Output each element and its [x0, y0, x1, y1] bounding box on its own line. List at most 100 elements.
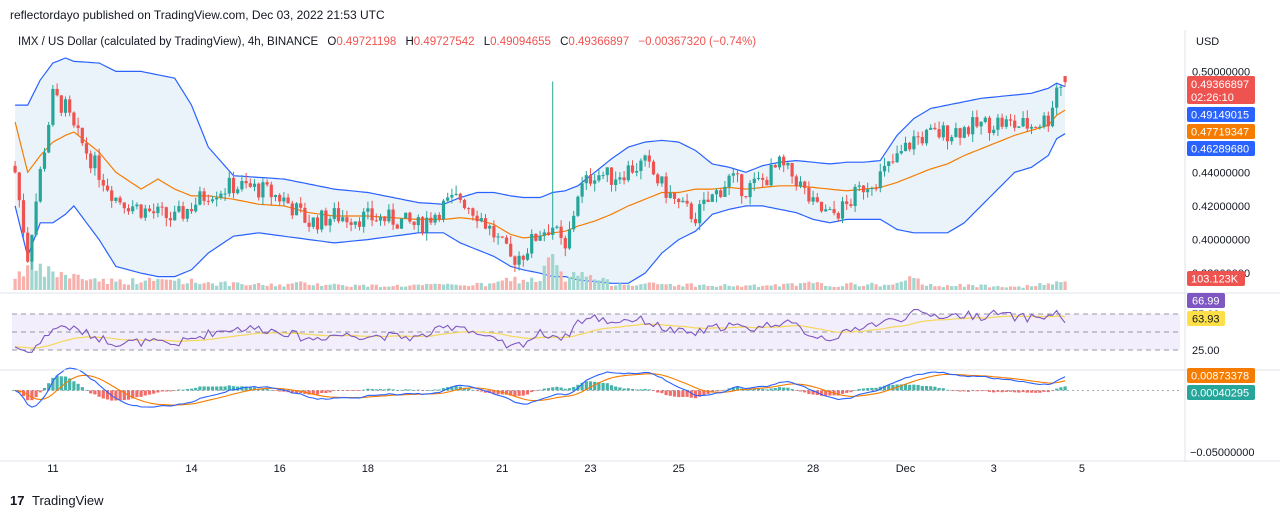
volume-bar	[572, 272, 576, 290]
candle-body	[933, 127, 937, 130]
volume-bar	[252, 284, 257, 290]
candle-body	[530, 234, 534, 254]
macd-hist-bar	[996, 390, 1000, 392]
volume-bar	[257, 283, 261, 290]
volume-bar	[97, 281, 101, 290]
candle-body	[836, 213, 840, 219]
candle-body	[1021, 118, 1025, 127]
macd-hist-bar	[798, 390, 803, 392]
volume-bar	[206, 282, 210, 290]
macd-hist-bar	[735, 386, 740, 391]
macd-hist-bar	[89, 390, 93, 394]
volume-bar	[248, 285, 252, 290]
macd-hist-bar	[748, 389, 752, 391]
candle-body	[567, 229, 572, 249]
macd-hist-bar	[34, 390, 38, 398]
high-value: 0.49727542	[414, 36, 475, 48]
macd-hist-bar	[706, 390, 710, 394]
volume-bar	[110, 278, 114, 290]
candle-body	[870, 188, 874, 190]
candle-body	[143, 208, 147, 218]
macd-hist-bar	[147, 390, 152, 395]
bb-lower-line	[14, 133, 1066, 284]
candle-body	[59, 95, 63, 113]
candle-body	[420, 217, 425, 233]
candle-body	[483, 218, 488, 229]
volume-bar	[685, 283, 689, 290]
macd-hist-bar	[979, 390, 983, 392]
candle-body	[63, 99, 68, 113]
volume-bar	[866, 284, 870, 290]
candle-body	[983, 117, 987, 122]
volume-bar	[307, 284, 311, 290]
volume-bar	[689, 283, 693, 290]
candle-body	[324, 210, 328, 226]
candle-body	[572, 215, 576, 230]
candle-body	[815, 197, 819, 202]
macd-hist-bar	[702, 390, 706, 396]
volume-bar	[857, 286, 861, 290]
volume-bar	[51, 271, 55, 290]
macd-hist-bar	[580, 382, 584, 391]
macd-hist-bar	[983, 390, 987, 391]
volume-bar	[26, 265, 30, 290]
candle-body	[429, 217, 433, 223]
macd-hist-bar	[194, 387, 198, 391]
volume-bar	[391, 286, 395, 290]
candle-body	[454, 193, 458, 195]
volume-bar	[139, 282, 143, 290]
volume-bar	[1017, 286, 1021, 290]
candle-body	[17, 172, 21, 201]
candle-body	[656, 174, 660, 184]
macd-hist-bar	[685, 390, 689, 397]
volume-bar	[328, 284, 332, 290]
volume-bar	[240, 284, 244, 290]
volume-bar	[782, 283, 786, 290]
rsi-pane	[12, 308, 1180, 353]
volume-bar	[924, 285, 929, 290]
volume-bar	[509, 281, 513, 290]
volume-bar	[525, 281, 530, 290]
candle-body	[588, 175, 593, 184]
volume-bar	[420, 285, 425, 290]
volume-bar	[916, 278, 920, 290]
volume-bar	[483, 286, 488, 290]
volume-bar	[425, 283, 429, 290]
time-tick-label: 18	[362, 463, 374, 475]
macd-hist-bar	[320, 390, 324, 393]
candle-body	[282, 197, 286, 202]
volume-bar	[614, 285, 618, 290]
macd-hist-bar	[992, 390, 996, 393]
candle-body	[882, 165, 887, 172]
candle-body	[811, 197, 815, 202]
macd-hist-bar	[362, 389, 366, 391]
volume-bar	[55, 277, 59, 290]
volume-bar	[475, 282, 479, 290]
candle-body	[521, 255, 525, 260]
macd-hist-bar	[773, 388, 777, 391]
macd-hist-bar	[601, 382, 605, 391]
volume-bar	[496, 281, 500, 290]
macd-hist-bar	[567, 388, 572, 391]
candle-body	[765, 180, 769, 186]
candle-body	[89, 153, 93, 169]
volume-bar	[908, 276, 912, 290]
volume-bar	[471, 285, 475, 290]
macd-hist-bar	[219, 386, 223, 391]
candle-body	[437, 214, 441, 220]
volume-bar	[849, 282, 853, 290]
volume-bar	[987, 287, 992, 290]
volume-bar	[370, 284, 374, 290]
candle-body	[194, 204, 198, 212]
candle-body	[215, 197, 219, 200]
volume-bar	[437, 284, 441, 290]
volume-bar	[950, 286, 954, 290]
volume-bar	[1025, 284, 1029, 290]
candle-body	[139, 204, 143, 218]
macd-hist-bar	[765, 389, 769, 391]
candle-body	[651, 161, 656, 175]
volume-bar	[80, 279, 84, 290]
candle-body	[252, 183, 257, 187]
low-label: L	[484, 36, 491, 48]
